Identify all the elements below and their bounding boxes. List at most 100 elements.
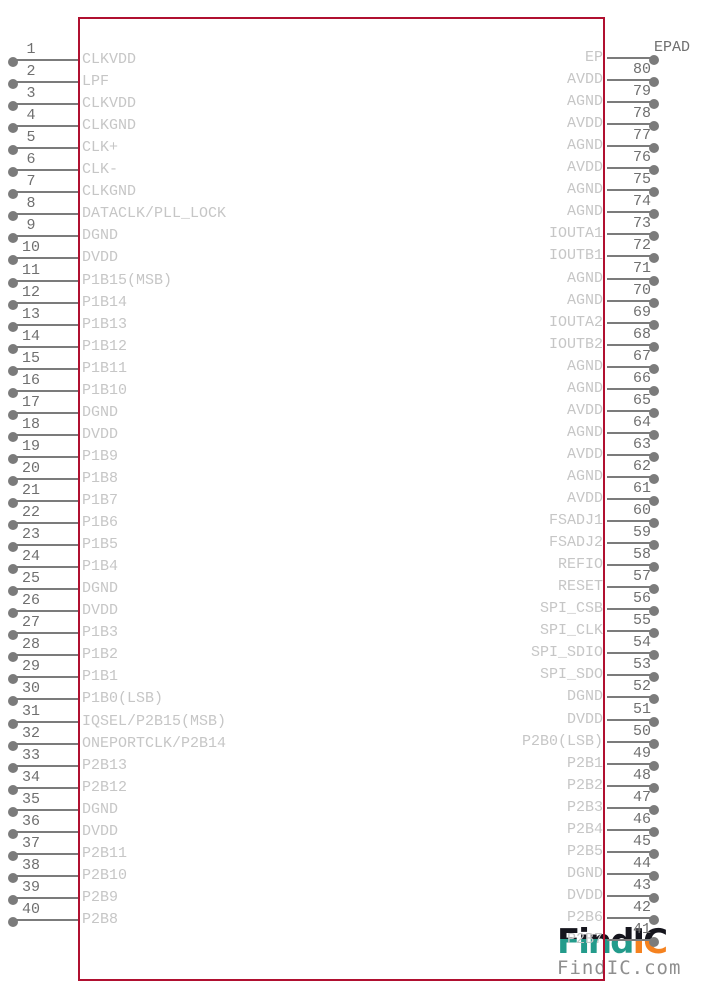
pin-label: P1B15(MSB) xyxy=(82,272,173,289)
pin-number: 45 xyxy=(632,833,651,850)
pin-label: P2B13 xyxy=(82,757,128,774)
pin-line xyxy=(607,101,652,103)
pin-row: 15 P1B11 xyxy=(0,350,705,377)
pin-label: P1B13 xyxy=(82,316,128,333)
pin-row: 69 IOUTA2 xyxy=(0,305,705,331)
pin-dot xyxy=(8,366,18,376)
pin-dot xyxy=(8,388,18,398)
pin-line xyxy=(13,103,78,105)
pin-dot xyxy=(8,432,18,442)
pin-row: 18 DVDD xyxy=(0,417,705,443)
pin-line xyxy=(607,145,652,147)
pin-label: FSADJ1 xyxy=(548,512,603,529)
pin-number: 16 xyxy=(21,372,40,389)
pin-label: DVDD xyxy=(82,602,119,619)
pin-dot xyxy=(8,278,18,288)
pin-label: DVDD xyxy=(82,249,119,266)
pin-line xyxy=(13,588,78,590)
pin-dot xyxy=(8,763,18,773)
pin-row: 14 P1B12 xyxy=(0,329,705,355)
pin-line xyxy=(13,346,78,348)
pin-label: ONEPORTCLK/P2B14 xyxy=(82,735,227,752)
pin-label: AVDD xyxy=(566,402,603,419)
pin-dot xyxy=(649,320,659,330)
pin-line xyxy=(13,147,78,149)
pin-label: P2B8 xyxy=(82,911,119,928)
pin-label: CLKVDD xyxy=(82,51,137,68)
pin-dot xyxy=(649,231,659,241)
pin-dot xyxy=(649,253,659,263)
pin-row: 70 AGND xyxy=(0,283,705,309)
pin-dot xyxy=(8,189,18,199)
pin-line xyxy=(13,787,78,789)
pin-line xyxy=(607,586,652,588)
pin-row: 21 P1B7 xyxy=(0,483,705,509)
pin-label: AGND xyxy=(566,424,603,441)
pin-dot xyxy=(8,101,18,111)
pin-label: EP xyxy=(584,49,603,66)
pin-number: 40 xyxy=(21,901,40,918)
pin-row: 80 AVDD xyxy=(0,62,705,88)
pin-row: 56 SPI_CSB xyxy=(0,591,705,617)
pin-label: P2B4 xyxy=(566,821,603,838)
pin-row: 23 P1B5 xyxy=(0,527,705,553)
pin-line xyxy=(607,873,652,875)
pin-row: 35 DGND xyxy=(0,792,705,818)
pin-number: 15 xyxy=(21,350,40,367)
pin-row: 67 AGND xyxy=(0,349,705,375)
pin-row: 5 CLK+ xyxy=(0,129,705,156)
pin-row: 77 AGND xyxy=(0,128,705,154)
pin-label: AGND xyxy=(566,380,603,397)
pin-row: 63 AVDD xyxy=(0,436,705,463)
pin-dot xyxy=(649,209,659,219)
pin-label: P2B0(LSB) xyxy=(521,733,603,750)
pin-row: 1 CLKVDD xyxy=(0,42,705,68)
pin-row: 55 SPI_CLK xyxy=(0,613,705,639)
pin-number: 63 xyxy=(632,436,651,453)
pin-line xyxy=(607,829,652,831)
pin-line xyxy=(607,498,652,500)
pin-dot xyxy=(8,123,18,133)
pin-line xyxy=(607,939,652,941)
pin-line xyxy=(13,743,78,745)
pin-dot xyxy=(649,386,659,396)
pin-dot xyxy=(8,586,18,596)
pin-line xyxy=(13,875,78,877)
pin-line xyxy=(607,322,652,324)
pin-line xyxy=(607,211,652,213)
pin-line xyxy=(13,522,78,524)
pin-number: 5 xyxy=(26,129,36,146)
pin-line xyxy=(607,388,652,390)
pin-number: 33 xyxy=(21,747,40,764)
pin-row: 30 P1B0(LSB) xyxy=(0,681,705,707)
pin-label: AVDD xyxy=(566,446,603,463)
pin-row: 52 DGND xyxy=(0,679,705,705)
pin-number: 65 xyxy=(632,392,651,409)
chip-body-outline xyxy=(78,17,605,981)
pin-line xyxy=(607,255,652,257)
pin-row: 49 P2B1 xyxy=(0,746,705,772)
pin-label: P1B10 xyxy=(82,382,128,399)
pin-number: 60 xyxy=(632,502,651,519)
pin-line xyxy=(607,630,652,632)
pin-number: 10 xyxy=(21,239,40,256)
pin-number: EPAD xyxy=(653,39,690,56)
pin-row: 37 P2B11 xyxy=(0,836,705,862)
pin-label: CLK+ xyxy=(82,139,119,156)
pin-dot xyxy=(649,915,659,925)
pin-dot xyxy=(649,893,659,903)
pin-label: P2B3 xyxy=(566,799,603,816)
pin-number: 8 xyxy=(26,195,36,212)
pin-dot xyxy=(8,410,18,420)
pin-dot xyxy=(649,474,659,484)
pin-row: 33 P2B13 xyxy=(0,747,705,774)
pin-row: 11 P1B15(MSB) xyxy=(0,263,705,289)
pin-row: 78 AVDD xyxy=(0,106,705,132)
pin-label: AGND xyxy=(566,181,603,198)
pin-number: 76 xyxy=(632,149,651,166)
pin-line xyxy=(607,674,652,676)
pin-label: DVDD xyxy=(566,887,603,904)
pin-dot xyxy=(649,55,659,65)
pin-line xyxy=(607,300,652,302)
pin-label: REFIO xyxy=(557,556,603,573)
